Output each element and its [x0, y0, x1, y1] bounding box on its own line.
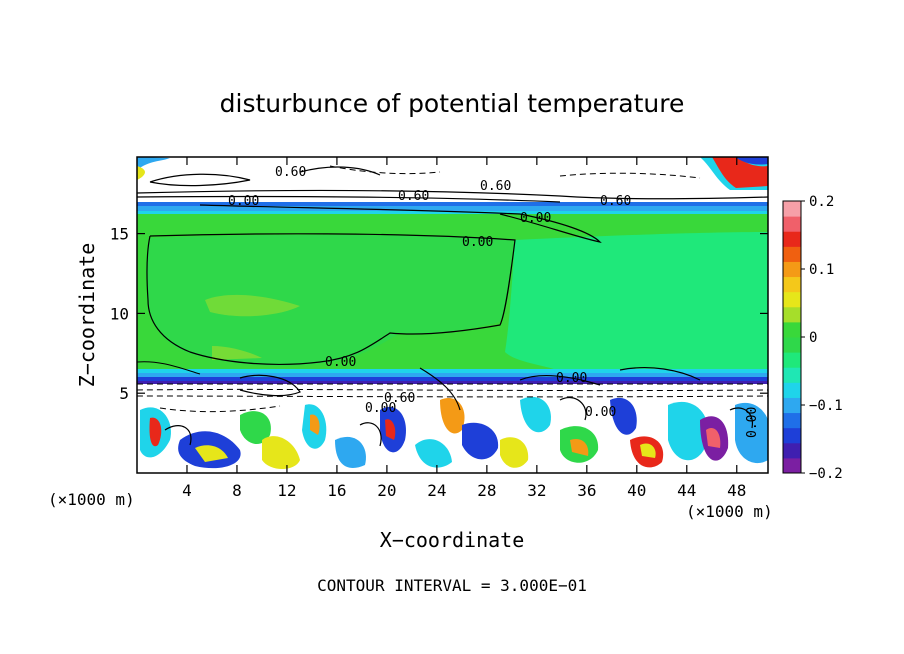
colorbar-swatch	[783, 442, 801, 459]
contour-label: 0.60	[600, 194, 631, 209]
y-axis-ticks: 5 10 15	[110, 225, 768, 403]
x-axis-label: X−coordinate	[380, 528, 525, 552]
x-tick-label: 12	[277, 481, 296, 500]
y-tick-label: 10	[110, 304, 129, 323]
contour-label: 0.60	[384, 391, 415, 406]
contour-label: 0.00	[325, 355, 356, 370]
contour-label: 0.00	[585, 405, 616, 420]
contour-label: 0.00	[365, 401, 396, 416]
colorbar-swatch	[783, 231, 801, 247]
colorbar-swatch	[783, 306, 801, 323]
x-unit-left: (×1000 m)	[48, 490, 135, 509]
contour-label: 0.00	[745, 407, 760, 438]
colorbar-tick-label: 0	[809, 330, 817, 346]
colorbar-swatch	[783, 427, 801, 444]
x-tick-label: 28	[477, 481, 496, 500]
colorbar-tick-label: −0.2	[809, 466, 843, 482]
colorbar: 0.2 0.1 0 −0.1 −0.2	[782, 194, 843, 482]
colorbar-swatch	[783, 382, 801, 398]
colorbar-tick-label: 0.1	[809, 262, 834, 278]
stratosphere-core	[146, 234, 515, 366]
warm-patch	[205, 294, 300, 317]
colorbar-swatch	[783, 261, 801, 278]
contour-label: 0.60	[398, 189, 429, 204]
contour-label: 0.60	[480, 179, 511, 194]
contour-label: 0.00	[228, 194, 259, 209]
y-tick-label: 5	[119, 384, 129, 403]
warm-streak	[212, 346, 262, 360]
colorbar-swatch	[783, 457, 801, 474]
colorbar-tick-label: −0.1	[809, 398, 843, 414]
y-tick-label: 15	[110, 225, 129, 244]
upper-layer	[137, 157, 768, 194]
x-tick-label: 20	[377, 481, 396, 500]
contour-label: 0.60	[275, 165, 306, 180]
contour-interval-footer: CONTOUR INTERVAL = 3.000E−01	[317, 576, 587, 595]
contour-lines	[137, 166, 768, 447]
colorbar-swatch	[783, 367, 801, 383]
contour-label: 0.00	[556, 371, 587, 386]
x-tick-label: 44	[677, 481, 696, 500]
contour-label: 0.00	[520, 211, 551, 226]
colorbar-swatch	[783, 352, 801, 368]
stratosphere-east	[505, 232, 768, 371]
dashed-contours	[137, 165, 768, 413]
x-tick-label: 24	[427, 481, 446, 500]
x-tick-label: 16	[327, 481, 346, 500]
potential-temperature-field: 0.60 0.60 0.60 0.60 0.00 0.00 0.00 0.00 …	[137, 157, 768, 473]
colorbar-swatch	[783, 291, 801, 308]
colorbar-swatch	[783, 412, 801, 429]
colorbar-swatch	[783, 246, 801, 262]
plot-frame	[136, 156, 769, 474]
colorbar-swatch	[783, 397, 801, 414]
boundary-layer	[137, 384, 768, 473]
chart-title: disturbunce of potential temperature	[220, 89, 685, 118]
colorbar-swatch	[783, 337, 801, 353]
colorbar-swatch	[783, 276, 801, 293]
x-tick-label: 32	[527, 481, 546, 500]
colorbar-tick-label: 0.2	[809, 194, 834, 210]
x-tick-label: 48	[727, 481, 746, 500]
contour-label: 0.00	[462, 235, 493, 250]
x-tick-label: 40	[627, 481, 646, 500]
y-axis-label: Z−coordinate	[75, 243, 99, 388]
x-tick-label: 8	[232, 481, 242, 500]
x-axis-ticks: 4 8 12 16 20 24 28 32 36 40 44 48	[182, 157, 746, 500]
x-tick-label: 4	[182, 481, 192, 500]
x-tick-label: 36	[577, 481, 596, 500]
inversion-band	[137, 369, 768, 384]
contour-label-group: 0.60 0.60 0.60 0.60 0.00 0.00 0.00 0.00 …	[228, 165, 760, 438]
colorbar-swatch	[783, 201, 801, 217]
x-unit-right: (×1000 m)	[686, 502, 773, 521]
colorbar-swatch	[783, 216, 801, 232]
colorbar-swatch	[783, 321, 801, 338]
